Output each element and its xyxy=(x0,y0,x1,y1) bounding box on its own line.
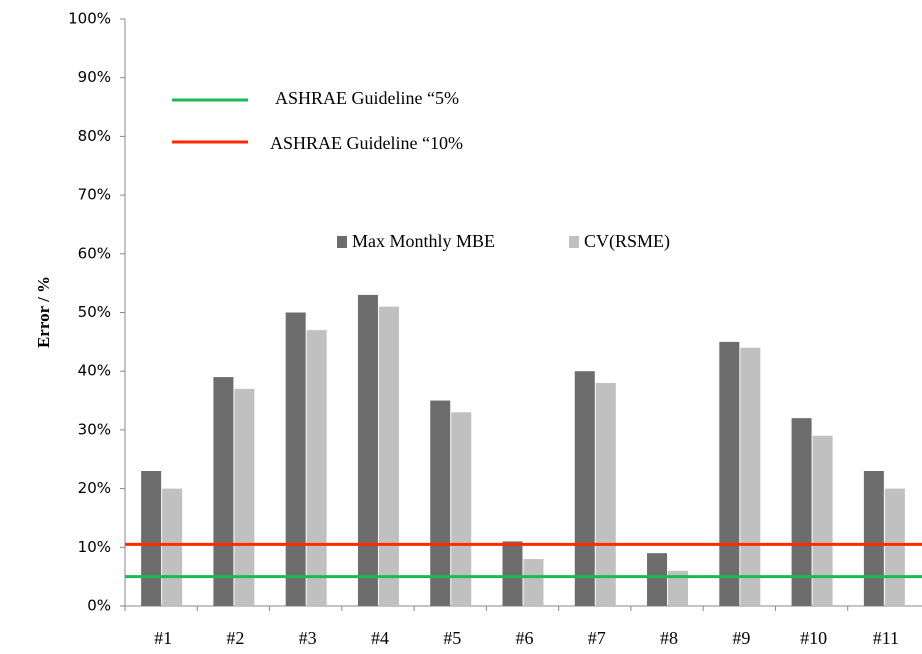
bar xyxy=(863,470,884,606)
bar xyxy=(719,341,740,606)
y-tick-label: 40% xyxy=(78,362,111,380)
y-tick-label: 100% xyxy=(68,10,111,28)
bar xyxy=(213,377,234,606)
y-tick-label: 80% xyxy=(78,127,111,145)
x-tick-label: #6 xyxy=(516,628,534,648)
bar xyxy=(502,541,523,606)
bar xyxy=(306,330,327,606)
x-tick-label: #9 xyxy=(732,628,750,648)
x-tick-label: #8 xyxy=(660,628,678,648)
legend-label: Max Monthly MBE xyxy=(352,231,495,251)
x-tick-label: #2 xyxy=(226,628,244,648)
y-tick-label: 60% xyxy=(78,244,111,262)
y-tick-label: 50% xyxy=(78,303,111,321)
y-tick-label: 0% xyxy=(87,597,111,615)
x-tick-label: #5 xyxy=(443,628,461,648)
y-axis-label: Error / % xyxy=(34,276,53,348)
bar xyxy=(812,435,833,606)
legend-swatch xyxy=(569,236,579,248)
x-tick-label: #11 xyxy=(873,628,899,648)
x-tick-label: #10 xyxy=(800,628,827,648)
bar xyxy=(430,400,451,606)
bar xyxy=(357,294,378,606)
x-tick-label: #4 xyxy=(371,628,389,648)
y-tick-label: 90% xyxy=(78,68,111,86)
bar xyxy=(141,470,162,606)
bar xyxy=(647,553,668,606)
bar xyxy=(162,488,183,606)
y-tick-label: 70% xyxy=(78,186,111,204)
y-tick-label: 30% xyxy=(78,420,111,438)
bar xyxy=(668,570,689,606)
bar xyxy=(285,312,306,606)
legend-label: ASHRAE Guideline “10% xyxy=(270,133,463,153)
x-tick-label: #7 xyxy=(588,628,606,648)
bar xyxy=(234,388,255,606)
y-tick-label: 20% xyxy=(78,479,111,497)
x-tick-label: #1 xyxy=(154,628,172,648)
bar xyxy=(740,347,761,606)
bar xyxy=(523,559,544,606)
legend-label: CV(RSME) xyxy=(584,231,670,252)
x-tick-label: #3 xyxy=(299,628,317,648)
bar xyxy=(574,371,595,606)
bar xyxy=(791,418,812,606)
y-tick-label: 10% xyxy=(78,538,111,556)
bar xyxy=(595,382,616,606)
bar xyxy=(884,488,905,606)
legend-label: ASHRAE Guideline “5% xyxy=(275,88,459,108)
bar xyxy=(451,412,472,606)
bar xyxy=(378,306,399,606)
legend-swatch xyxy=(337,236,347,248)
